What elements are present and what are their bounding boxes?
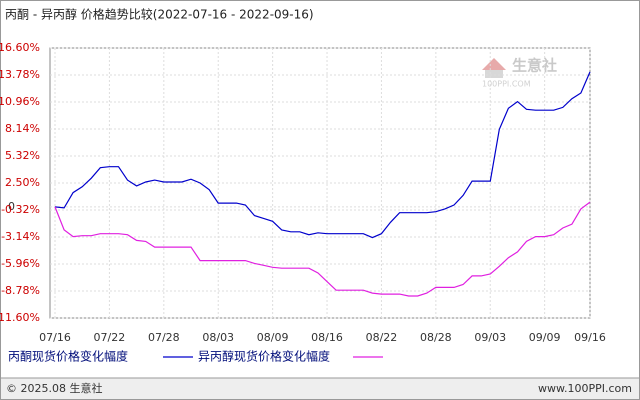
y-tick-label: 13.78%: [0, 68, 40, 81]
watermark-house: [485, 70, 503, 78]
footer-copyright: © 2025.08 生意社: [6, 381, 102, 395]
y-tick-label: 2.50%: [5, 176, 40, 189]
y-tick-label: -11.60%: [0, 311, 40, 324]
x-tick-label: 07/16: [39, 331, 71, 344]
y-tick-label: 16.60%: [0, 41, 40, 54]
y-tick-label: 10.96%: [0, 95, 40, 108]
series-line: [54, 201, 591, 297]
y-tick-label: 5.32%: [5, 149, 40, 162]
footer-url: www.100PPI.com: [538, 382, 632, 395]
x-tick-label: 08/22: [366, 331, 398, 344]
x-tick-label: 07/22: [94, 331, 126, 344]
x-tick-label: 08/03: [202, 331, 234, 344]
y-tick-label: 0: [8, 200, 15, 213]
y-tick-label: -3.14%: [1, 230, 40, 243]
series-line: [54, 71, 591, 239]
x-tick-label: 08/28: [420, 331, 452, 344]
legend-label: 异丙醇现货价格变化幅度: [198, 349, 330, 364]
x-tick-label: 07/28: [148, 331, 180, 344]
x-tick-label: 08/09: [257, 331, 289, 344]
x-tick-label: 08/16: [311, 331, 343, 344]
y-tick-label: 8.14%: [5, 122, 40, 135]
watermark-roof: [482, 58, 506, 70]
y-tick-label: -5.96%: [1, 257, 40, 270]
x-tick-label: 09/09: [529, 331, 561, 344]
x-tick-label: 09/03: [474, 331, 506, 344]
y-tick-label: -8.78%: [1, 284, 40, 297]
chart-title: 丙酮 - 异丙醇 价格趋势比较(2022-07-16 - 2022-09-16): [5, 7, 314, 22]
y-tick-label: -0.32%: [1, 203, 40, 216]
watermark-site: 100PPI.COM: [482, 80, 531, 89]
x-tick-label: 09/16: [574, 331, 606, 344]
legend-label: 丙酮现货价格变化幅度: [8, 349, 128, 364]
watermark: 生意社 100PPI.COM: [482, 57, 557, 89]
watermark-brand: 生意社: [512, 57, 557, 75]
